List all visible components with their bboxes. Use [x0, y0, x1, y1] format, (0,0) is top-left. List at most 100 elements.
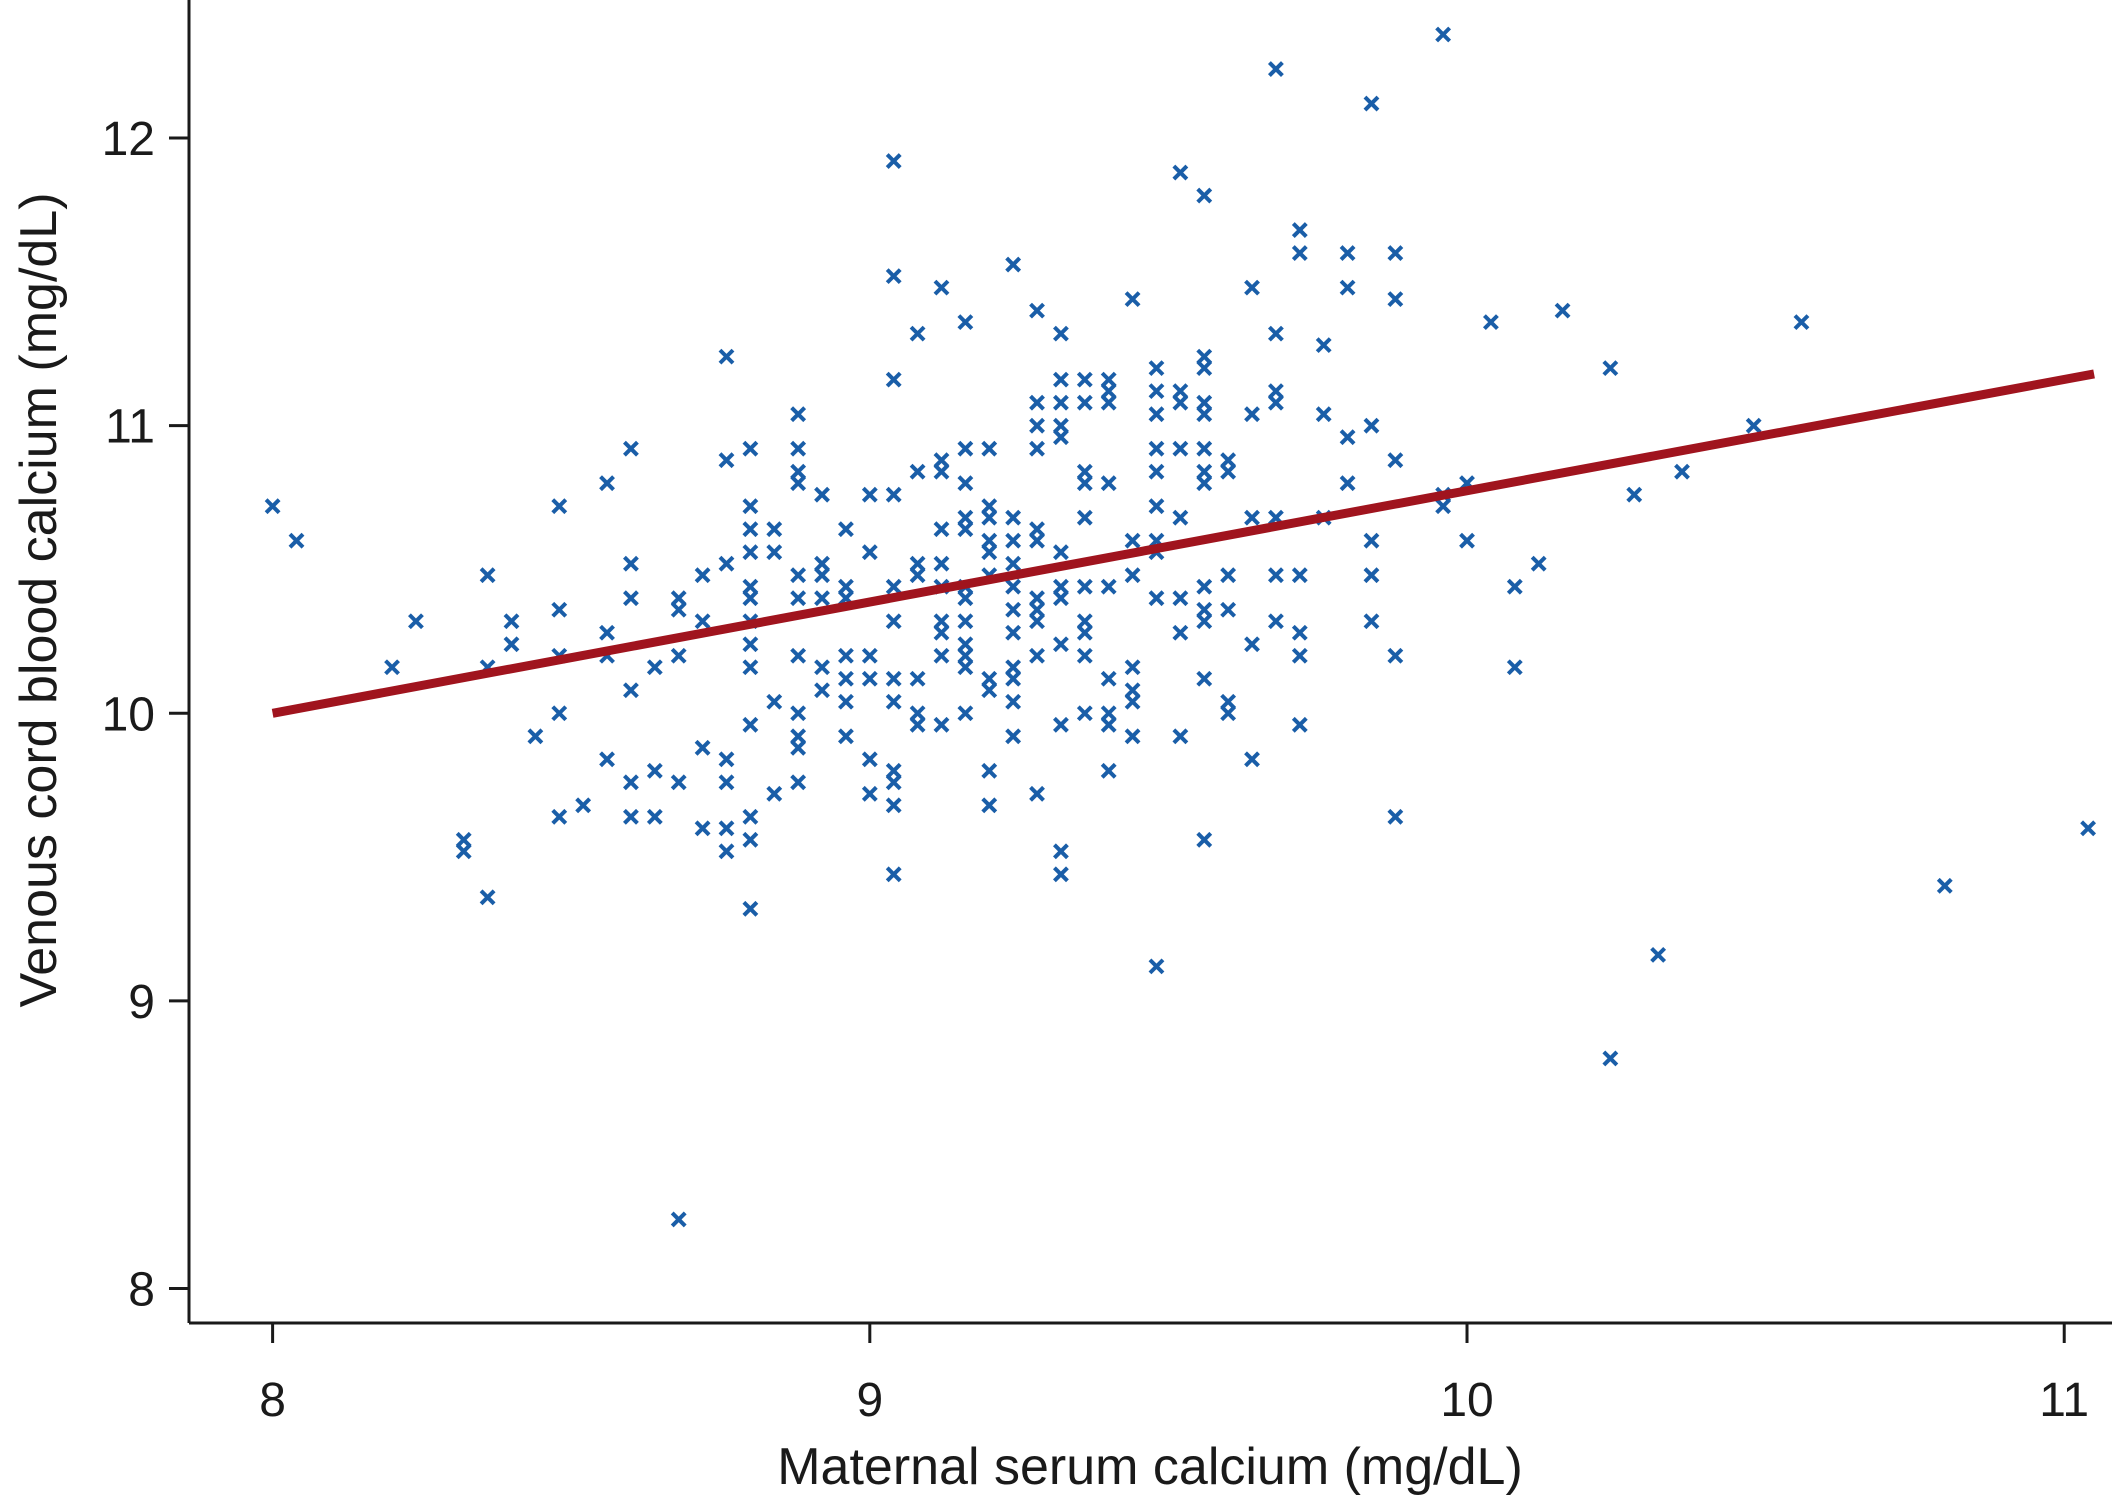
- point: [1339, 475, 1356, 492]
- point: [742, 716, 759, 733]
- point: [838, 693, 854, 710]
- point: [885, 578, 902, 595]
- point: [981, 532, 998, 549]
- point: [861, 751, 878, 768]
- point: [1244, 751, 1260, 768]
- point: [838, 647, 854, 664]
- point: [814, 590, 830, 607]
- point: [909, 463, 926, 480]
- point: [1076, 475, 1093, 492]
- point: [1053, 716, 1069, 733]
- point: [1244, 636, 1260, 653]
- point: [551, 601, 568, 618]
- point: [1076, 613, 1093, 630]
- point: [718, 555, 735, 572]
- point: [1315, 406, 1332, 423]
- point: [623, 590, 639, 607]
- point: [742, 808, 759, 825]
- point: [1053, 590, 1069, 607]
- point: [1602, 360, 1619, 377]
- point: [838, 728, 854, 745]
- point: [766, 521, 783, 538]
- point: [646, 808, 663, 825]
- point: [981, 762, 998, 779]
- point: [766, 785, 783, 802]
- point: [718, 751, 735, 768]
- point: [551, 498, 568, 515]
- y-tick-label: 12: [102, 113, 155, 166]
- point: [694, 567, 711, 584]
- point: [742, 636, 759, 653]
- point: [814, 567, 830, 584]
- point: [861, 486, 878, 503]
- point: [455, 843, 472, 860]
- point: [1005, 532, 1022, 549]
- point: [1076, 647, 1093, 664]
- point: [1267, 383, 1284, 400]
- point: [1076, 705, 1093, 722]
- point: [1387, 452, 1404, 469]
- point: [957, 705, 974, 722]
- point: [1029, 532, 1045, 549]
- point: [1626, 486, 1643, 503]
- point: [933, 716, 950, 733]
- point: [1148, 360, 1165, 377]
- point: [957, 440, 974, 457]
- point: [1029, 521, 1045, 538]
- point: [1053, 325, 1069, 342]
- point: [1053, 429, 1069, 446]
- point: [790, 705, 807, 722]
- point: [814, 555, 830, 572]
- point: [670, 590, 687, 607]
- point: [933, 279, 950, 296]
- point: [1291, 245, 1308, 262]
- point: [670, 601, 687, 618]
- point: [1267, 567, 1284, 584]
- point: [933, 452, 950, 469]
- point: [933, 555, 950, 572]
- point: [1363, 613, 1380, 630]
- point: [1363, 532, 1380, 549]
- point: [1459, 532, 1475, 549]
- point: [790, 475, 807, 492]
- point: [909, 567, 926, 584]
- point: [1124, 291, 1141, 308]
- point: [1435, 26, 1452, 43]
- point: [933, 521, 950, 538]
- point: [1029, 613, 1045, 630]
- point: [1291, 222, 1308, 239]
- point: [742, 578, 759, 595]
- point: [623, 555, 639, 572]
- point: [1220, 452, 1237, 469]
- point: [1148, 383, 1165, 400]
- point: [646, 762, 663, 779]
- point: [885, 486, 902, 503]
- point: [885, 153, 902, 169]
- point: [1172, 383, 1189, 400]
- point: [1148, 463, 1165, 480]
- point: [790, 463, 807, 480]
- point: [1291, 647, 1308, 664]
- point: [742, 831, 759, 848]
- point: [1196, 394, 1213, 411]
- point: [479, 567, 496, 584]
- point: [599, 475, 615, 492]
- point: [1076, 394, 1093, 411]
- point: [623, 774, 639, 791]
- point: [1124, 567, 1141, 584]
- point: [694, 739, 711, 756]
- point: [861, 647, 878, 664]
- point: [1172, 728, 1189, 745]
- point: [957, 521, 974, 538]
- point: [885, 670, 902, 687]
- point: [957, 314, 974, 331]
- point: [1005, 256, 1022, 273]
- point: [623, 808, 639, 825]
- point: [1029, 647, 1045, 664]
- point: [503, 636, 520, 653]
- point: [1506, 578, 1523, 595]
- point: [1315, 337, 1332, 354]
- point: [1100, 383, 1117, 400]
- point: [1196, 475, 1213, 492]
- point: [646, 659, 663, 676]
